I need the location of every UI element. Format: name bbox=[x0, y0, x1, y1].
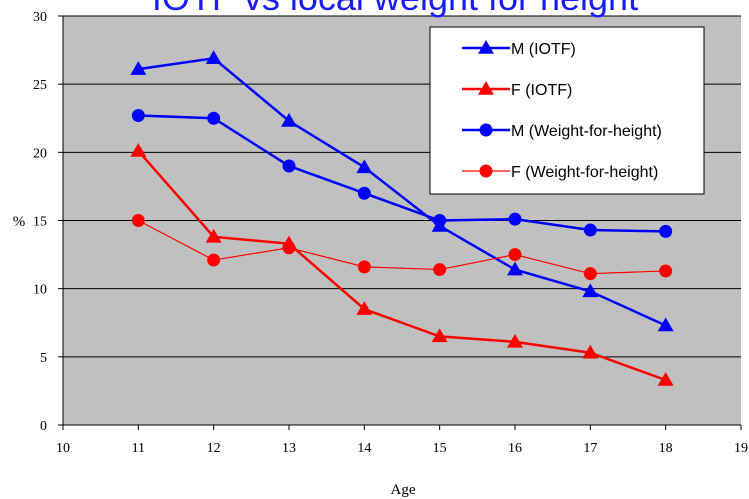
x-tick-label: 15 bbox=[433, 441, 447, 456]
data-point bbox=[508, 212, 522, 226]
data-point bbox=[659, 264, 673, 278]
data-point bbox=[131, 109, 145, 123]
data-point bbox=[507, 261, 523, 276]
legend-label: F (IOTF) bbox=[511, 82, 572, 99]
legend-item: F (Weight-for-height) bbox=[462, 164, 658, 181]
data-point bbox=[356, 301, 373, 315]
data-point bbox=[357, 186, 371, 200]
data-point bbox=[508, 248, 522, 262]
data-point bbox=[659, 224, 673, 238]
data-point bbox=[431, 328, 448, 343]
legend-label: M (Weight-for-height) bbox=[511, 123, 662, 140]
data-point bbox=[507, 333, 523, 348]
legend-swatch-marker bbox=[478, 81, 494, 95]
data-point bbox=[657, 317, 674, 332]
legend-item: F (IOTF) bbox=[462, 81, 572, 99]
data-point bbox=[282, 159, 296, 173]
x-tick-label: 11 bbox=[132, 441, 145, 456]
chart-title: IOTF vs local weight for height bbox=[152, 0, 638, 18]
x-tick-label: 16 bbox=[508, 441, 522, 456]
legend-item: M (IOTF) bbox=[462, 40, 576, 58]
x-tick-label: 18 bbox=[659, 441, 673, 456]
x-tick-label: 12 bbox=[207, 441, 221, 456]
data-series bbox=[130, 50, 674, 386]
series-line bbox=[138, 219, 666, 275]
x-tick-label: 14 bbox=[357, 441, 371, 456]
y-tick-label: 0 bbox=[40, 419, 47, 434]
series-3 bbox=[131, 109, 673, 238]
series-line bbox=[138, 56, 667, 327]
legend-box bbox=[429, 26, 705, 195]
data-point bbox=[356, 159, 373, 174]
gridlines bbox=[63, 15, 741, 358]
data-point bbox=[207, 253, 221, 267]
data-point bbox=[207, 111, 221, 125]
data-point bbox=[583, 223, 597, 237]
x-tick-label: 17 bbox=[583, 441, 597, 456]
y-tick-label: 25 bbox=[33, 78, 47, 93]
series-1 bbox=[130, 50, 674, 332]
x-axis-title: Age bbox=[391, 482, 416, 498]
data-point bbox=[281, 112, 297, 127]
legend-swatch-marker bbox=[479, 164, 493, 178]
data-point bbox=[130, 61, 147, 75]
data-point bbox=[433, 263, 447, 277]
legend-label: F (Weight-for-height) bbox=[511, 164, 658, 181]
y-tick-label: 15 bbox=[33, 215, 47, 230]
legend: M (IOTF) F (IOTF) M (Weight-for-height) F (… bbox=[429, 26, 705, 195]
axes: 0 5 10 15 20 25 30 10 11 12 13 14 15 16 17 18 19 bbox=[33, 10, 748, 456]
data-point bbox=[582, 283, 599, 298]
y-tick-label: 30 bbox=[33, 10, 47, 25]
y-tick-label: 10 bbox=[33, 283, 47, 298]
x-tick-label: 13 bbox=[282, 441, 296, 456]
legend-swatch-marker bbox=[479, 123, 493, 137]
data-point bbox=[583, 267, 597, 281]
series-4 bbox=[131, 214, 673, 281]
data-point bbox=[582, 344, 599, 359]
x-tick-label: 19 bbox=[734, 441, 748, 456]
legend-item: M (Weight-for-height) bbox=[462, 123, 662, 140]
y-axis-title: % bbox=[13, 214, 26, 230]
data-point bbox=[433, 214, 447, 227]
data-point bbox=[282, 241, 296, 255]
data-point bbox=[130, 142, 147, 157]
legend-swatch-marker bbox=[478, 40, 494, 54]
data-point bbox=[131, 214, 145, 227]
data-point bbox=[205, 50, 222, 65]
series-line bbox=[137, 150, 667, 382]
series-line bbox=[138, 114, 666, 233]
data-point bbox=[205, 228, 222, 243]
data-point bbox=[657, 372, 674, 386]
y-tick-label: 5 bbox=[40, 351, 47, 366]
x-tick-label: 10 bbox=[56, 441, 70, 456]
data-point bbox=[357, 260, 371, 274]
legend-label: M (IOTF) bbox=[511, 41, 576, 58]
y-tick-label: 20 bbox=[33, 146, 47, 161]
